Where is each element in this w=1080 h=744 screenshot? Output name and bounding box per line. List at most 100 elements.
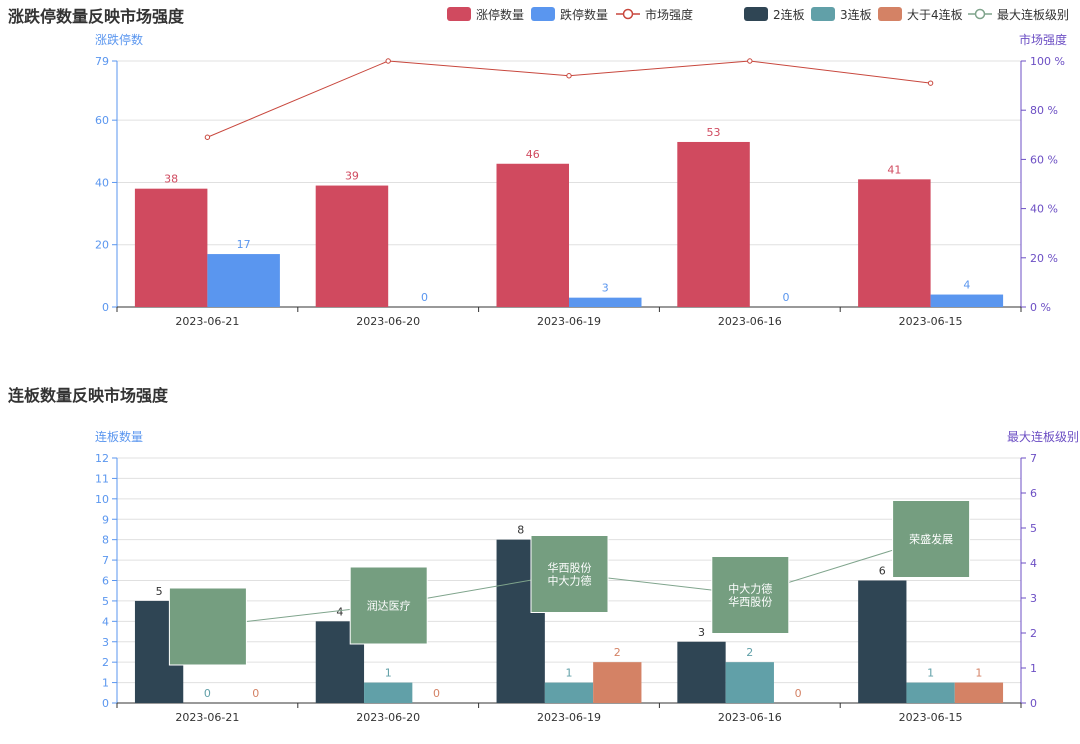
bar-value-label: 1: [927, 667, 934, 680]
y-tick-label-left: 2: [102, 656, 109, 669]
y-tick-label-left: 10: [95, 493, 109, 506]
bar[interactable]: [134, 188, 208, 307]
y-axis-title-right: 最大连板级别: [1007, 429, 1079, 444]
bar[interactable]: [858, 179, 931, 307]
annotation-box: 润达医疗: [349, 566, 428, 645]
bar[interactable]: [544, 682, 594, 703]
annotation-bg: [349, 566, 428, 645]
bar[interactable]: [496, 163, 570, 307]
bar-value-label: 17: [237, 238, 251, 251]
legend-label: 大于4连板: [907, 7, 963, 22]
bar-value-label: 1: [566, 667, 573, 680]
y-tick-label-right: 1: [1030, 662, 1037, 675]
legend-swatch-icon: [811, 7, 835, 21]
y-tick-label-right: 5: [1030, 522, 1037, 535]
x-tick-label: 2023-06-15: [899, 315, 963, 328]
y-tick-label-left: 0: [102, 301, 109, 314]
line-point[interactable]: [566, 73, 572, 79]
bar[interactable]: [677, 141, 750, 307]
y-tick-label-left: 8: [102, 534, 109, 547]
bar[interactable]: [315, 185, 389, 307]
y-tick-label-left: 1: [102, 677, 109, 690]
chart-title: 涨跌停数量反映市场强度: [8, 7, 185, 26]
line-point[interactable]: [927, 80, 934, 86]
y-tick-label-right: 40 %: [1030, 203, 1058, 216]
y-tick-label-left: 4: [102, 615, 109, 628]
legend: 2连板 3连板 大于4连板 最大连板级别: [744, 7, 1069, 22]
x-tick-label: 2023-06-21: [175, 315, 239, 328]
annotation-bg: [711, 556, 790, 634]
legend-swatch-icon: [878, 7, 902, 21]
y-tick-label-left: 9: [102, 513, 109, 526]
y-tick-label-right: 100 %: [1030, 55, 1065, 68]
y-tick-label-right: 3: [1030, 592, 1037, 605]
line-point[interactable]: [385, 58, 391, 64]
legend-circle-icon: [622, 8, 634, 20]
annotation-text: 中大力德: [728, 582, 772, 596]
bar[interactable]: [858, 580, 907, 704]
annotation-box: [168, 587, 247, 666]
bar-value-label: 2: [746, 646, 753, 659]
y-tick-label-left: 40: [95, 176, 109, 189]
legend-swatch-icon: [531, 7, 555, 21]
y-tick-label-left: 6: [102, 575, 109, 588]
bar-value-label: 4: [963, 279, 970, 292]
y-tick-label-left: 79: [95, 55, 109, 68]
bar[interactable]: [954, 682, 1004, 703]
y-tick-label-left: 7: [102, 554, 109, 567]
x-tick-label: 2023-06-15: [899, 711, 963, 724]
y-tick-label-right: 4: [1030, 557, 1037, 570]
legend-item[interactable]: 跌停数量: [531, 7, 608, 22]
legend-swatch-icon: [447, 7, 471, 21]
bar[interactable]: [906, 682, 955, 703]
legend-label: 跌停数量: [560, 7, 608, 22]
bar-value-label: 0: [252, 687, 259, 700]
legend-swatch-icon: [744, 7, 768, 21]
bar-value-label: 8: [517, 524, 524, 537]
annotation-text: 润达医疗: [367, 599, 411, 613]
bar-value-label: 5: [156, 585, 163, 598]
bar-value-label: 3: [602, 282, 609, 295]
legend-circle-icon: [974, 8, 986, 20]
annotation-box: 荣盛发展: [892, 500, 971, 578]
annotation-bg: [892, 500, 971, 578]
legend-item[interactable]: 市场强度: [616, 7, 693, 22]
line-point[interactable]: [204, 134, 211, 140]
y-tick-label-right: 7: [1030, 452, 1037, 465]
line-point[interactable]: [747, 58, 753, 64]
y-tick-label-left: 5: [102, 595, 109, 608]
bar[interactable]: [207, 254, 280, 307]
legend-item[interactable]: 2连板: [744, 7, 805, 22]
bar[interactable]: [593, 662, 642, 703]
y-axis-title-left: 连板数量: [95, 429, 143, 444]
legend-label: 涨停数量: [476, 7, 524, 22]
y-tick-label-left: 12: [95, 452, 109, 465]
legend-item[interactable]: 最大连板级别: [968, 7, 1069, 22]
bar-value-label: 53: [707, 126, 721, 139]
bar[interactable]: [677, 641, 726, 703]
y-tick-label-left: 11: [95, 472, 109, 485]
bar-value-label: 41: [887, 163, 901, 176]
bar-value-label: 4: [336, 605, 343, 618]
legend-item[interactable]: 3连板: [811, 7, 872, 22]
bar[interactable]: [364, 682, 413, 703]
x-tick-label: 2023-06-20: [356, 315, 420, 328]
bar-value-label: 1: [385, 667, 392, 680]
legend-item[interactable]: 涨停数量: [447, 7, 524, 22]
legend-item[interactable]: 大于4连板: [878, 7, 963, 22]
y-tick-label-left: 3: [102, 636, 109, 649]
bar-value-label: 3: [698, 626, 705, 639]
chart-title: 连板数量反映市场强度: [8, 386, 169, 405]
bar-value-label: 1: [975, 667, 982, 680]
y-tick-label-right: 60 %: [1030, 153, 1058, 166]
bar[interactable]: [569, 297, 642, 307]
bar[interactable]: [725, 662, 774, 703]
y-tick-label-left: 60: [95, 114, 109, 127]
bar-value-label: 0: [433, 687, 440, 700]
bars: 38 39 46 53 41 17 0 3 0 4: [134, 126, 1004, 307]
bar[interactable]: [930, 294, 1004, 307]
